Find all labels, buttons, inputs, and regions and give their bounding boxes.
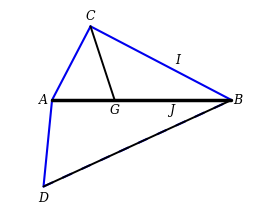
Text: B: B xyxy=(233,94,243,106)
Text: J: J xyxy=(169,104,174,117)
Text: I: I xyxy=(175,54,181,67)
Text: D: D xyxy=(39,192,48,205)
Text: G: G xyxy=(110,104,120,117)
Text: A: A xyxy=(39,94,48,106)
Text: C: C xyxy=(86,10,95,23)
